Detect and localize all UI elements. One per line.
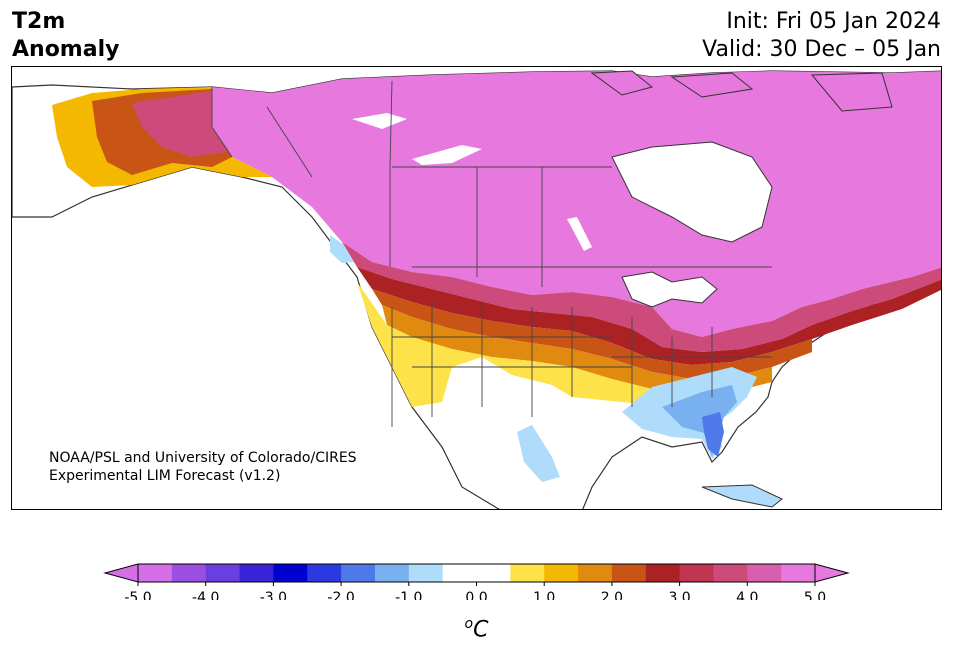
colorbar-cell	[611, 564, 647, 582]
colorbar-right-arrow	[814, 563, 850, 583]
colorbar-cell	[781, 564, 816, 582]
colorbar-cell	[374, 564, 410, 582]
colorbar-tick-label: 4.0	[736, 590, 758, 600]
anomaly-band-4	[342, 242, 941, 352]
map-svg	[12, 70, 941, 509]
anomaly-band-3	[357, 267, 941, 365]
colorbar-cell	[679, 564, 714, 582]
boundaries	[211, 80, 772, 427]
colorbar-cells	[137, 563, 816, 583]
cuba	[701, 484, 783, 508]
colorbar-left-arrow	[103, 563, 139, 583]
colorbar-tick-label: -1.0	[395, 590, 422, 600]
colorbar-tick-label: -2.0	[327, 590, 354, 600]
lake-3	[567, 217, 592, 251]
colorbar-cell	[138, 564, 173, 582]
hudson-bay	[611, 141, 773, 243]
cool-anomaly-core	[662, 385, 737, 457]
colorbar-tick-label: 0.0	[465, 590, 487, 600]
forecast-dates: Init: Fri 05 Jan 2024 Valid: 30 Dec – 05…	[702, 8, 941, 64]
colorbar-cell	[273, 564, 308, 582]
colorbar-cell	[544, 564, 579, 582]
colorbar-cell	[476, 564, 511, 582]
title-line-2: Anomaly	[12, 37, 120, 62]
alaska-anomaly-core	[132, 91, 227, 157]
title-line-1: T2m	[12, 9, 66, 34]
anomaly-max-region	[212, 71, 941, 337]
colorbar-cell	[341, 564, 376, 582]
colorbar-tick-label: -5.0	[124, 590, 151, 600]
colorbar-cell	[747, 564, 782, 582]
colorbar-ticks: -5.0 -4.0 -3.0 -2.0 -1.0 0.0 1.0 2.0 3.0 4.0 5.0	[124, 582, 826, 600]
credit-line-2: Experimental LIM Forecast (v1.2)	[49, 468, 281, 484]
colorbar-tick-label: -3.0	[260, 590, 287, 600]
mexico-cool	[517, 425, 560, 482]
pnw-cool	[330, 235, 354, 263]
anomaly-band-0	[357, 282, 712, 407]
map-title: T2m Anomaly	[12, 8, 119, 64]
init-date: Init: Fri 05 Jan 2024	[726, 9, 941, 34]
colorbar-unit: oC	[464, 616, 489, 643]
colorbar-cell	[408, 564, 444, 582]
colorbar-tick-label: 5.0	[804, 590, 826, 600]
colorbar-cell	[713, 564, 748, 582]
colorbar-tick-label: 1.0	[533, 590, 555, 600]
credit-block: NOAA/PSL and University of Colorado/CIRE…	[49, 449, 357, 485]
colorbar: -5.0 -4.0 -3.0 -2.0 -1.0 0.0 1.0 2.0 3.0 4.0 5.0	[103, 563, 850, 600]
colorbar-tick-label: 2.0	[601, 590, 623, 600]
anomaly-map	[11, 66, 942, 510]
colorbar-cell	[205, 564, 241, 582]
colorbar-tick-label: 3.0	[668, 590, 690, 600]
colorbar-cell	[239, 564, 274, 582]
great-lakes	[621, 271, 718, 308]
lake-1	[352, 113, 407, 129]
arctic-islands	[590, 70, 893, 112]
colorbar-cell	[510, 564, 545, 582]
colorbar-cell	[645, 564, 681, 582]
florida-cool	[702, 412, 724, 457]
valid-range: Valid: 30 Dec – 05 Jan	[702, 37, 941, 62]
colorbar-cell	[578, 564, 613, 582]
credit-line-1: NOAA/PSL and University of Colorado/CIRE…	[49, 450, 357, 466]
colorbar-cell	[171, 564, 207, 582]
colorbar-tick-label: -4.0	[192, 590, 219, 600]
lake-2	[412, 145, 482, 165]
colorbar-cell	[307, 564, 342, 582]
colorbar-cell	[442, 564, 477, 582]
